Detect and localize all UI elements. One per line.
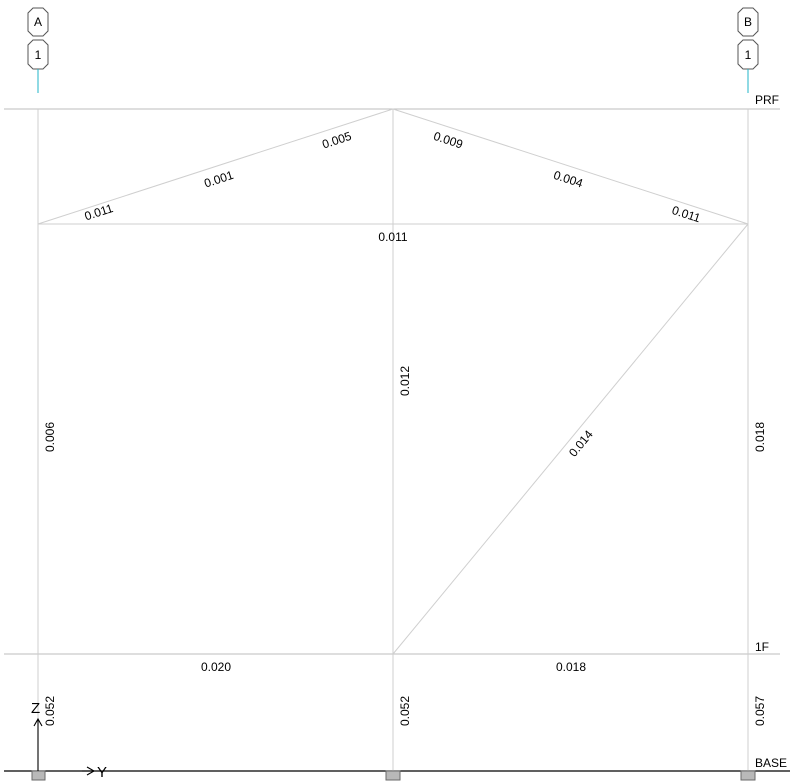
axis-triad: Z Y xyxy=(31,700,107,781)
y-axis-label: Y xyxy=(97,764,107,781)
level-label-base: BASE xyxy=(755,756,787,770)
ratio-column-middle-lower: 0.052 xyxy=(398,696,412,726)
ratio-roof-right-1: 0.009 xyxy=(432,129,465,152)
grid-label-b-story: 1 xyxy=(745,48,752,62)
ratio-column-right-lower: 0.057 xyxy=(753,696,767,726)
ratio-roof-left-1: 0.011 xyxy=(83,201,115,223)
ratio-diagonal-brace: 0.014 xyxy=(566,427,596,459)
ratio-column-left-lower: 0.052 xyxy=(43,696,57,726)
z-axis-arrow-icon xyxy=(33,717,43,727)
ratio-truss-bottom-chord: 0.011 xyxy=(378,230,407,244)
grid-bubble-a-bottom xyxy=(27,39,49,70)
rafter-right[interactable] xyxy=(392,108,749,225)
diagonal-brace[interactable] xyxy=(392,223,749,655)
z-axis-label: Z xyxy=(31,700,40,717)
support-right[interactable] xyxy=(740,770,756,781)
ratio-column-middle-upper: 0.012 xyxy=(398,366,412,396)
support-middle[interactable] xyxy=(385,770,401,781)
grid-bubble-a[interactable]: A 1 xyxy=(27,7,49,93)
ratio-roof-left-2: 0.001 xyxy=(202,168,235,191)
support-left[interactable] xyxy=(31,770,46,781)
grid-bubble-b-bottom xyxy=(737,39,759,70)
ratio-roof-right-3: 0.011 xyxy=(670,203,702,225)
grid-label-b: B xyxy=(744,15,752,29)
ratio-roof-left-3: 0.005 xyxy=(320,129,353,152)
rafter-left[interactable] xyxy=(37,108,394,225)
grid-bubble-b-top xyxy=(737,7,759,37)
y-axis-arrow-icon xyxy=(86,766,96,776)
ratio-beam-1f-left: 0.020 xyxy=(201,660,231,674)
grid-label-a-story: 1 xyxy=(35,48,42,62)
grid-bubble-b[interactable]: B 1 xyxy=(737,7,759,93)
ratio-column-left-upper: 0.006 xyxy=(43,422,57,452)
level-label-1f: 1F xyxy=(755,640,769,654)
grid-bubble-a-top xyxy=(27,7,49,37)
ratio-beam-1f-right: 0.018 xyxy=(556,660,586,674)
level-label-prf: PRF xyxy=(755,93,779,107)
ratio-roof-right-2: 0.004 xyxy=(552,168,585,191)
ratio-column-right-upper: 0.018 xyxy=(753,422,767,452)
grid-label-a: A xyxy=(34,15,42,29)
